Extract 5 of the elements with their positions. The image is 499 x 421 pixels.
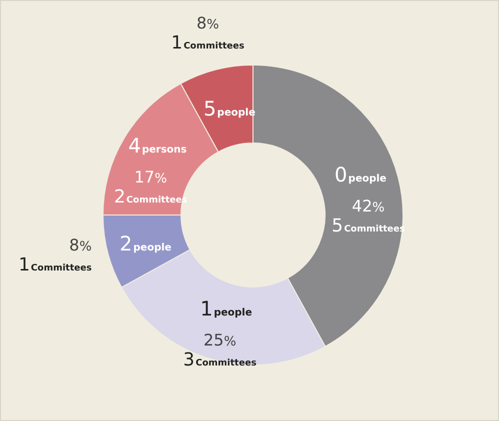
slice-label: 4persons [128,133,187,158]
slice-label: 0people [334,162,387,186]
text: 8% 1Committees [171,14,244,54]
text: 8% 1Committees [18,235,92,276]
text: 25% 3Committees [183,330,256,371]
